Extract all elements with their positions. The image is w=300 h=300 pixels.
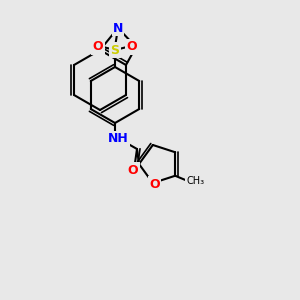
- Text: S: S: [110, 44, 119, 56]
- Text: O: O: [149, 178, 160, 190]
- Text: NH: NH: [108, 133, 128, 146]
- Text: O: O: [127, 40, 137, 53]
- Text: O: O: [93, 40, 103, 53]
- Text: N: N: [113, 22, 123, 34]
- Text: CH₃: CH₃: [186, 176, 204, 186]
- Text: O: O: [128, 164, 138, 176]
